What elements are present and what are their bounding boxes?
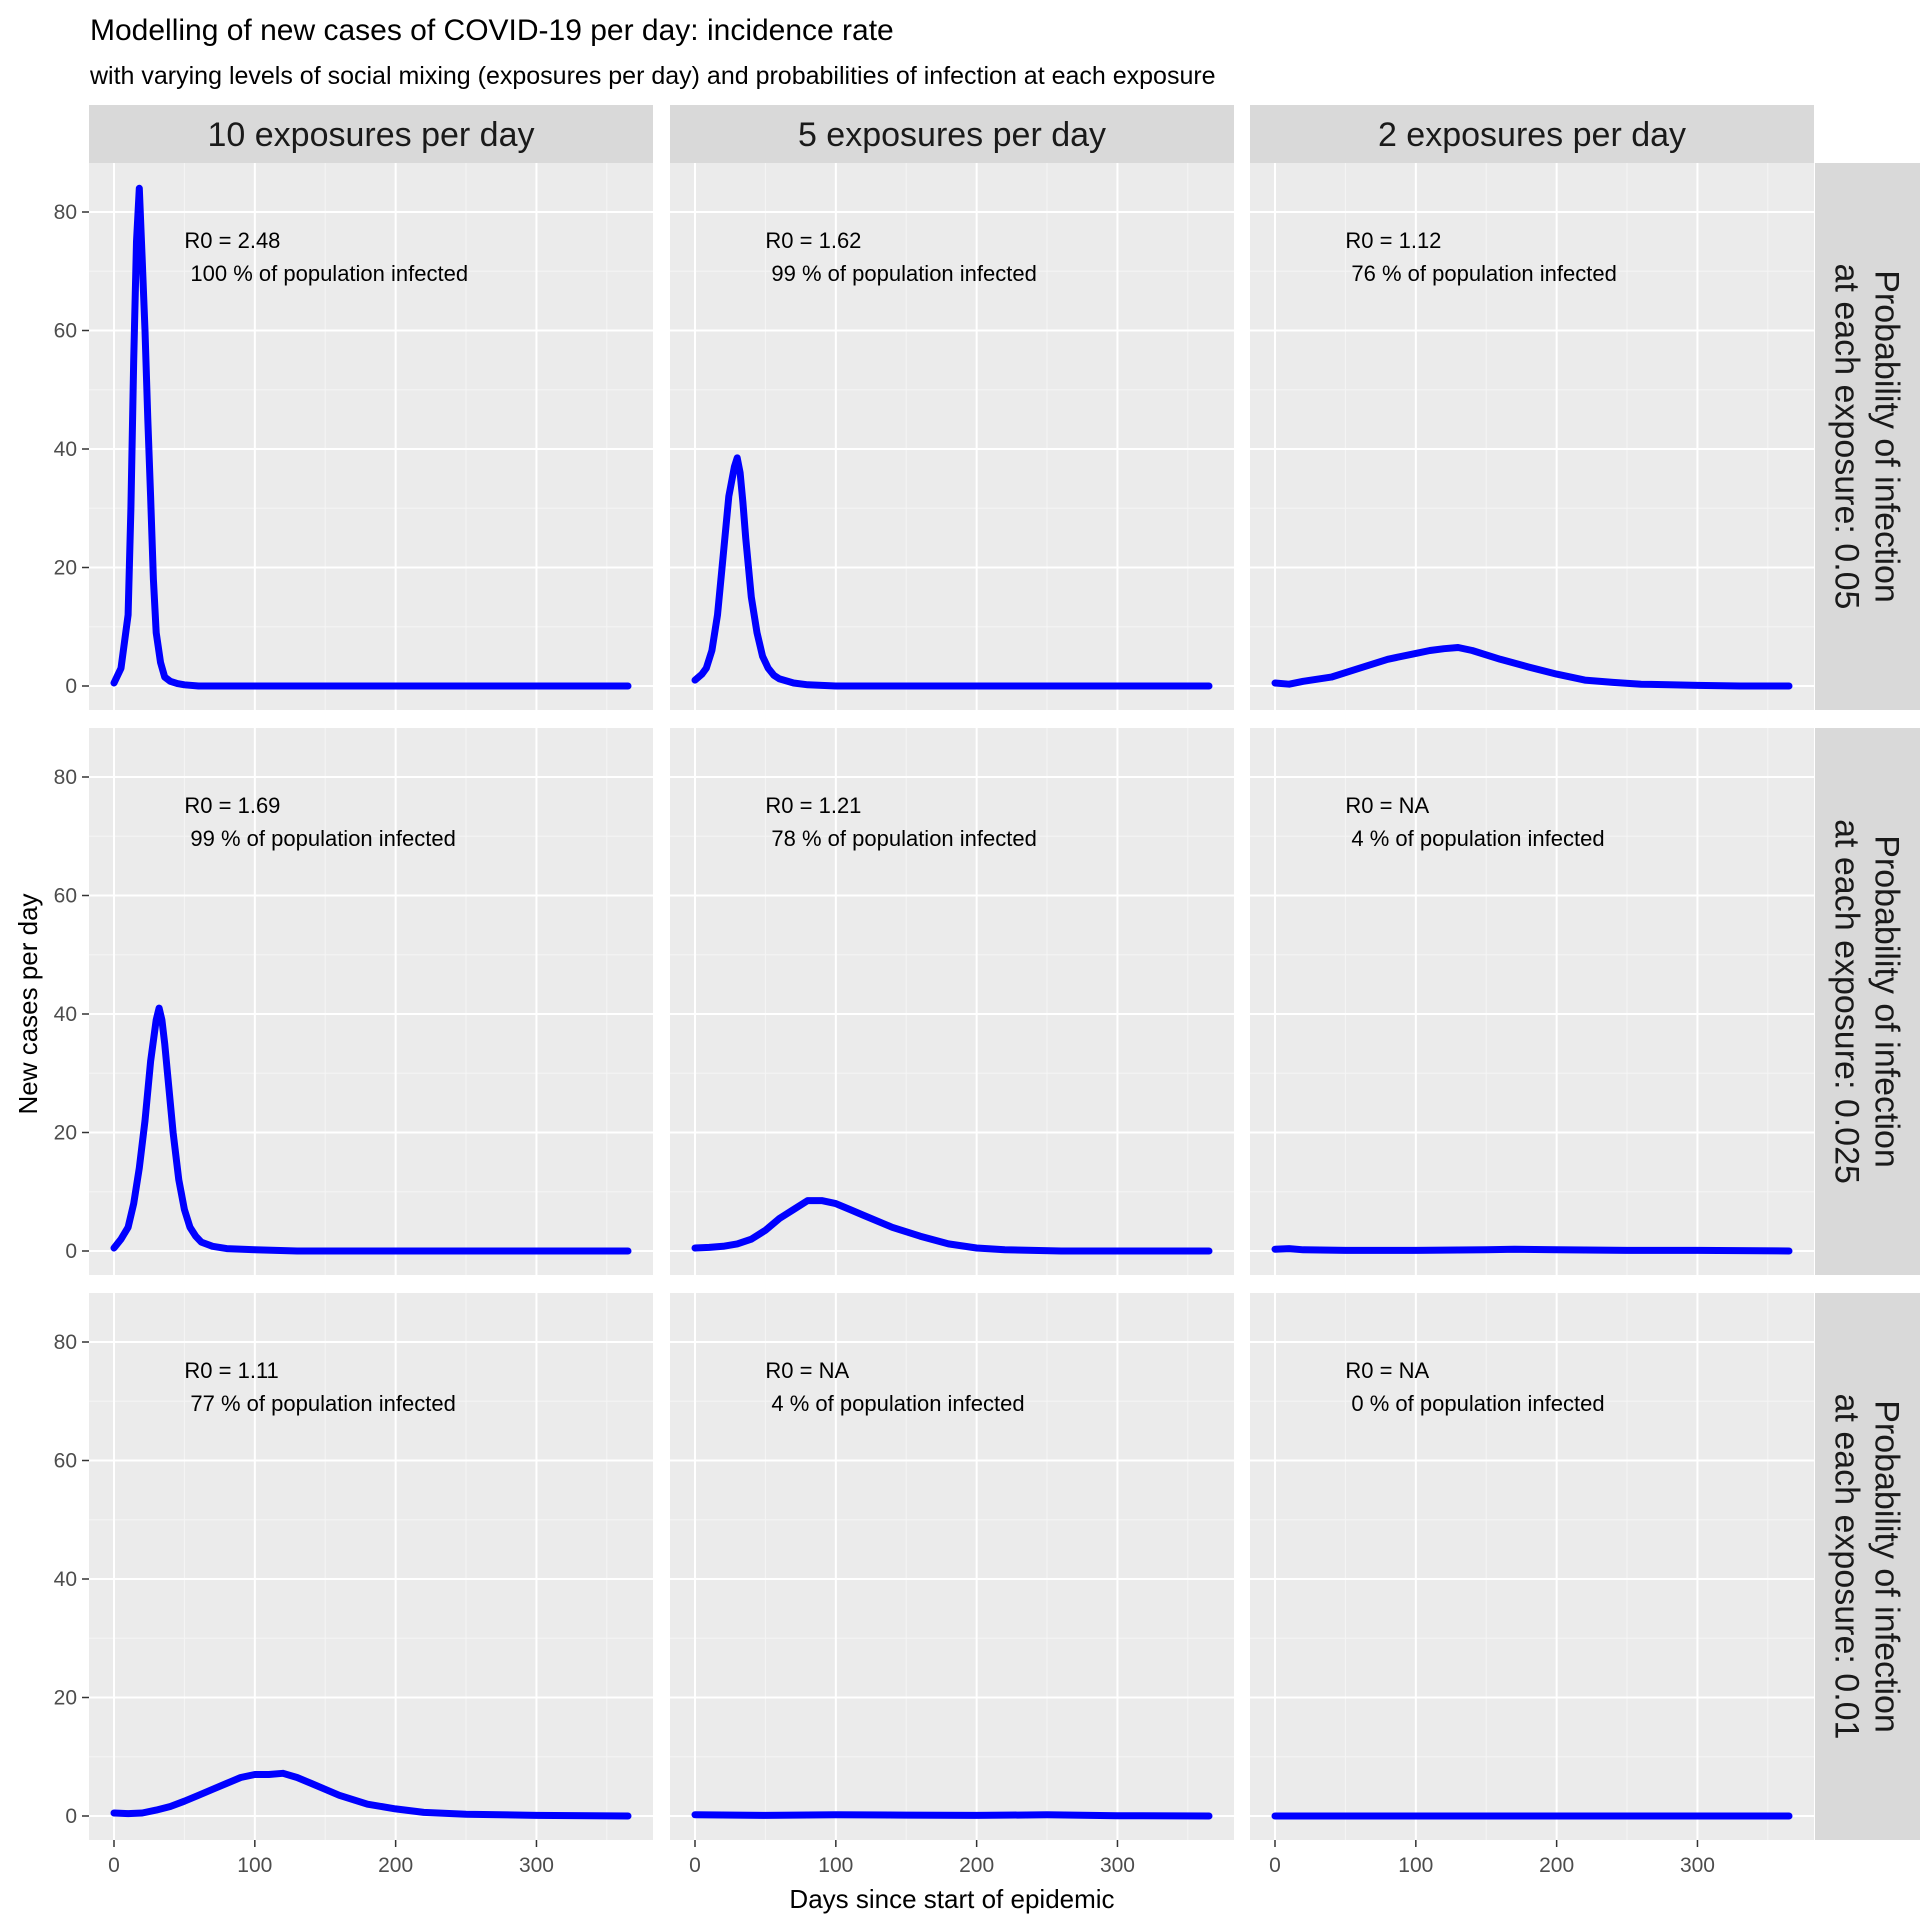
column-strip <box>89 105 653 163</box>
row-strip-label: Probability of infectionat each exposure… <box>1828 1394 1906 1740</box>
r0-annotation: R0 = 1.21 <box>765 793 861 818</box>
y-tick-label: 20 <box>54 1122 77 1145</box>
y-tick-label: 0 <box>65 1240 77 1263</box>
series-line <box>1271 1245 1793 1255</box>
facet-panel: R0 = NA 0 % of population infected <box>1250 1293 1814 1840</box>
panel-background <box>670 728 1234 1275</box>
facet-panel: R0 = NA 4 % of population infected <box>1250 728 1814 1275</box>
y-tick-label: 80 <box>54 766 77 789</box>
facet-panel: R0 = 2.48 100 % of population infected <box>89 163 653 710</box>
facet-grid: 10 exposures per day 5 exposures per day 2… <box>54 105 1920 1877</box>
facet-panel: R0 = 1.21 78 % of population infected <box>670 728 1234 1275</box>
panel-background <box>1250 1293 1814 1840</box>
series-line <box>110 1769 632 1820</box>
panel-background <box>89 163 653 710</box>
y-tick-label: 60 <box>54 885 77 908</box>
r0-annotation: R0 = 1.11 <box>184 1358 278 1383</box>
row-strip-line: Probability of infection <box>1868 835 1906 1168</box>
x-tick-label: 100 <box>818 1854 853 1877</box>
x-tick-label: 0 <box>1269 1854 1281 1877</box>
y-tick-label: 20 <box>54 557 77 580</box>
series-line <box>691 454 1213 690</box>
panel-background <box>89 1293 653 1840</box>
row-strip-line: at each exposure: 0.01 <box>1828 1394 1866 1740</box>
infected-annotation: 78 % of population infected <box>771 826 1036 851</box>
infected-annotation: 77 % of population infected <box>190 1391 455 1416</box>
r0-annotation: R0 = NA <box>1345 793 1429 818</box>
x-tick-label: 300 <box>1100 1854 1135 1877</box>
y-tick-label: 80 <box>54 1331 77 1354</box>
infected-annotation: 99 % of population infected <box>190 826 455 851</box>
y-tick-label: 60 <box>54 1450 77 1473</box>
facet-panel: R0 = 1.11 77 % of population infected <box>89 1293 653 1840</box>
row-strip-label: Probability of infectionat each exposure… <box>1828 264 1906 610</box>
r0-annotation: R0 = 1.69 <box>184 793 280 818</box>
x-tick-label: 300 <box>519 1854 554 1877</box>
row-strip <box>1815 163 1920 710</box>
x-tick-label: 100 <box>1398 1854 1433 1877</box>
facet-panel: R0 = 1.69 99 % of population infected <box>89 728 653 1275</box>
y-tick-label: 0 <box>65 1805 77 1828</box>
chart-title: Modelling of new cases of COVID-19 per d… <box>90 14 894 47</box>
y-tick-label: 40 <box>54 438 77 461</box>
infected-annotation: 4 % of population infected <box>1351 826 1604 851</box>
panel-background <box>670 163 1234 710</box>
series-line <box>691 1811 1213 1820</box>
row-strip-line: at each exposure: 0.05 <box>1828 264 1866 610</box>
y-tick-label: 40 <box>54 1003 77 1026</box>
x-tick-label: 0 <box>108 1854 120 1877</box>
series-line <box>691 1197 1213 1255</box>
row-strip-label: Probability of infectionat each exposure… <box>1828 819 1906 1184</box>
facet-panel: R0 = NA 4 % of population infected <box>670 1293 1234 1840</box>
column-strip-label: 5 exposures per day <box>798 116 1106 154</box>
row-strip-line: at each exposure: 0.025 <box>1828 819 1866 1184</box>
x-tick-label: 200 <box>1539 1854 1574 1877</box>
r0-annotation: R0 = 1.62 <box>765 228 861 253</box>
panel-background <box>1250 163 1814 710</box>
x-tick-label: 300 <box>1680 1854 1715 1877</box>
y-tick-label: 80 <box>54 201 77 224</box>
facet-panel: R0 = 1.12 76 % of population infected <box>1250 163 1814 710</box>
infected-annotation: 4 % of population infected <box>771 1391 1024 1416</box>
series-line <box>1271 644 1793 690</box>
column-strip-label: 2 exposures per day <box>1378 116 1686 154</box>
series-line <box>110 184 632 690</box>
x-tick-label: 200 <box>378 1854 413 1877</box>
r0-annotation: R0 = NA <box>1345 1358 1429 1383</box>
row-strip-line: Probability of infection <box>1868 270 1906 603</box>
series-line <box>110 1004 632 1255</box>
y-tick-label: 60 <box>54 320 77 343</box>
y-tick-label: 0 <box>65 675 77 698</box>
y-tick-label: 40 <box>54 1568 77 1591</box>
y-tick-label: 20 <box>54 1687 77 1710</box>
x-tick-label: 0 <box>689 1854 701 1877</box>
chart-subtitle: with varying levels of social mixing (ex… <box>89 62 1216 90</box>
panel-background <box>89 728 653 1275</box>
infected-annotation: 99 % of population infected <box>771 261 1036 286</box>
x-tick-label: 100 <box>237 1854 272 1877</box>
r0-annotation: R0 = 1.12 <box>1345 228 1441 253</box>
r0-annotation: R0 = 2.48 <box>184 228 280 253</box>
row-strip <box>1815 728 1920 1275</box>
infected-annotation: 76 % of population infected <box>1351 261 1616 286</box>
x-axis-title: Days since start of epidemic <box>789 1884 1114 1914</box>
r0-annotation: R0 = NA <box>765 1358 849 1383</box>
column-strip <box>670 105 1234 163</box>
row-strip-line: Probability of infection <box>1868 1400 1906 1733</box>
column-strip <box>1250 105 1814 163</box>
row-strip <box>1815 1293 1920 1840</box>
facet-panel: R0 = 1.62 99 % of population infected <box>670 163 1234 710</box>
column-strip-label: 10 exposures per day <box>208 116 535 154</box>
panel-background <box>1250 728 1814 1275</box>
x-tick-label: 200 <box>959 1854 994 1877</box>
panel-background <box>670 1293 1234 1840</box>
infected-annotation: 100 % of population infected <box>190 261 468 286</box>
y-axis-title: New cases per day <box>13 893 43 1114</box>
infected-annotation: 0 % of population infected <box>1351 1391 1604 1416</box>
